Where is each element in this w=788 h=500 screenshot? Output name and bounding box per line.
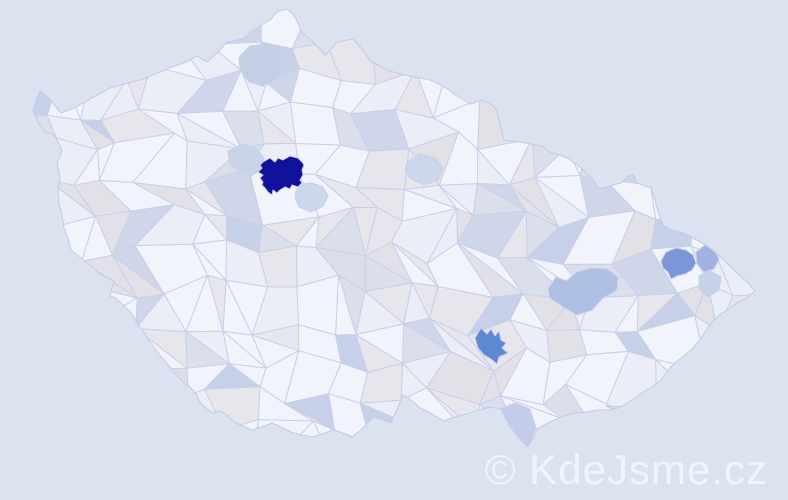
country-outline: [32, 8, 756, 448]
kdejsme-watermark: © KdeJsme.cz: [484, 446, 768, 493]
region-slate-region-north: [238, 43, 284, 87]
region-blue-region-south-central: [474, 327, 509, 365]
region-slate-region-northeast-of-navy: [404, 153, 444, 186]
region-navy-region-central-west: [257, 155, 305, 196]
region-light-blue-region-central-east: [547, 267, 619, 316]
region-slate-region-east: [698, 270, 722, 298]
region-slate-region-se-of-navy: [294, 182, 329, 213]
region-blue-region-northeast: [660, 247, 697, 280]
